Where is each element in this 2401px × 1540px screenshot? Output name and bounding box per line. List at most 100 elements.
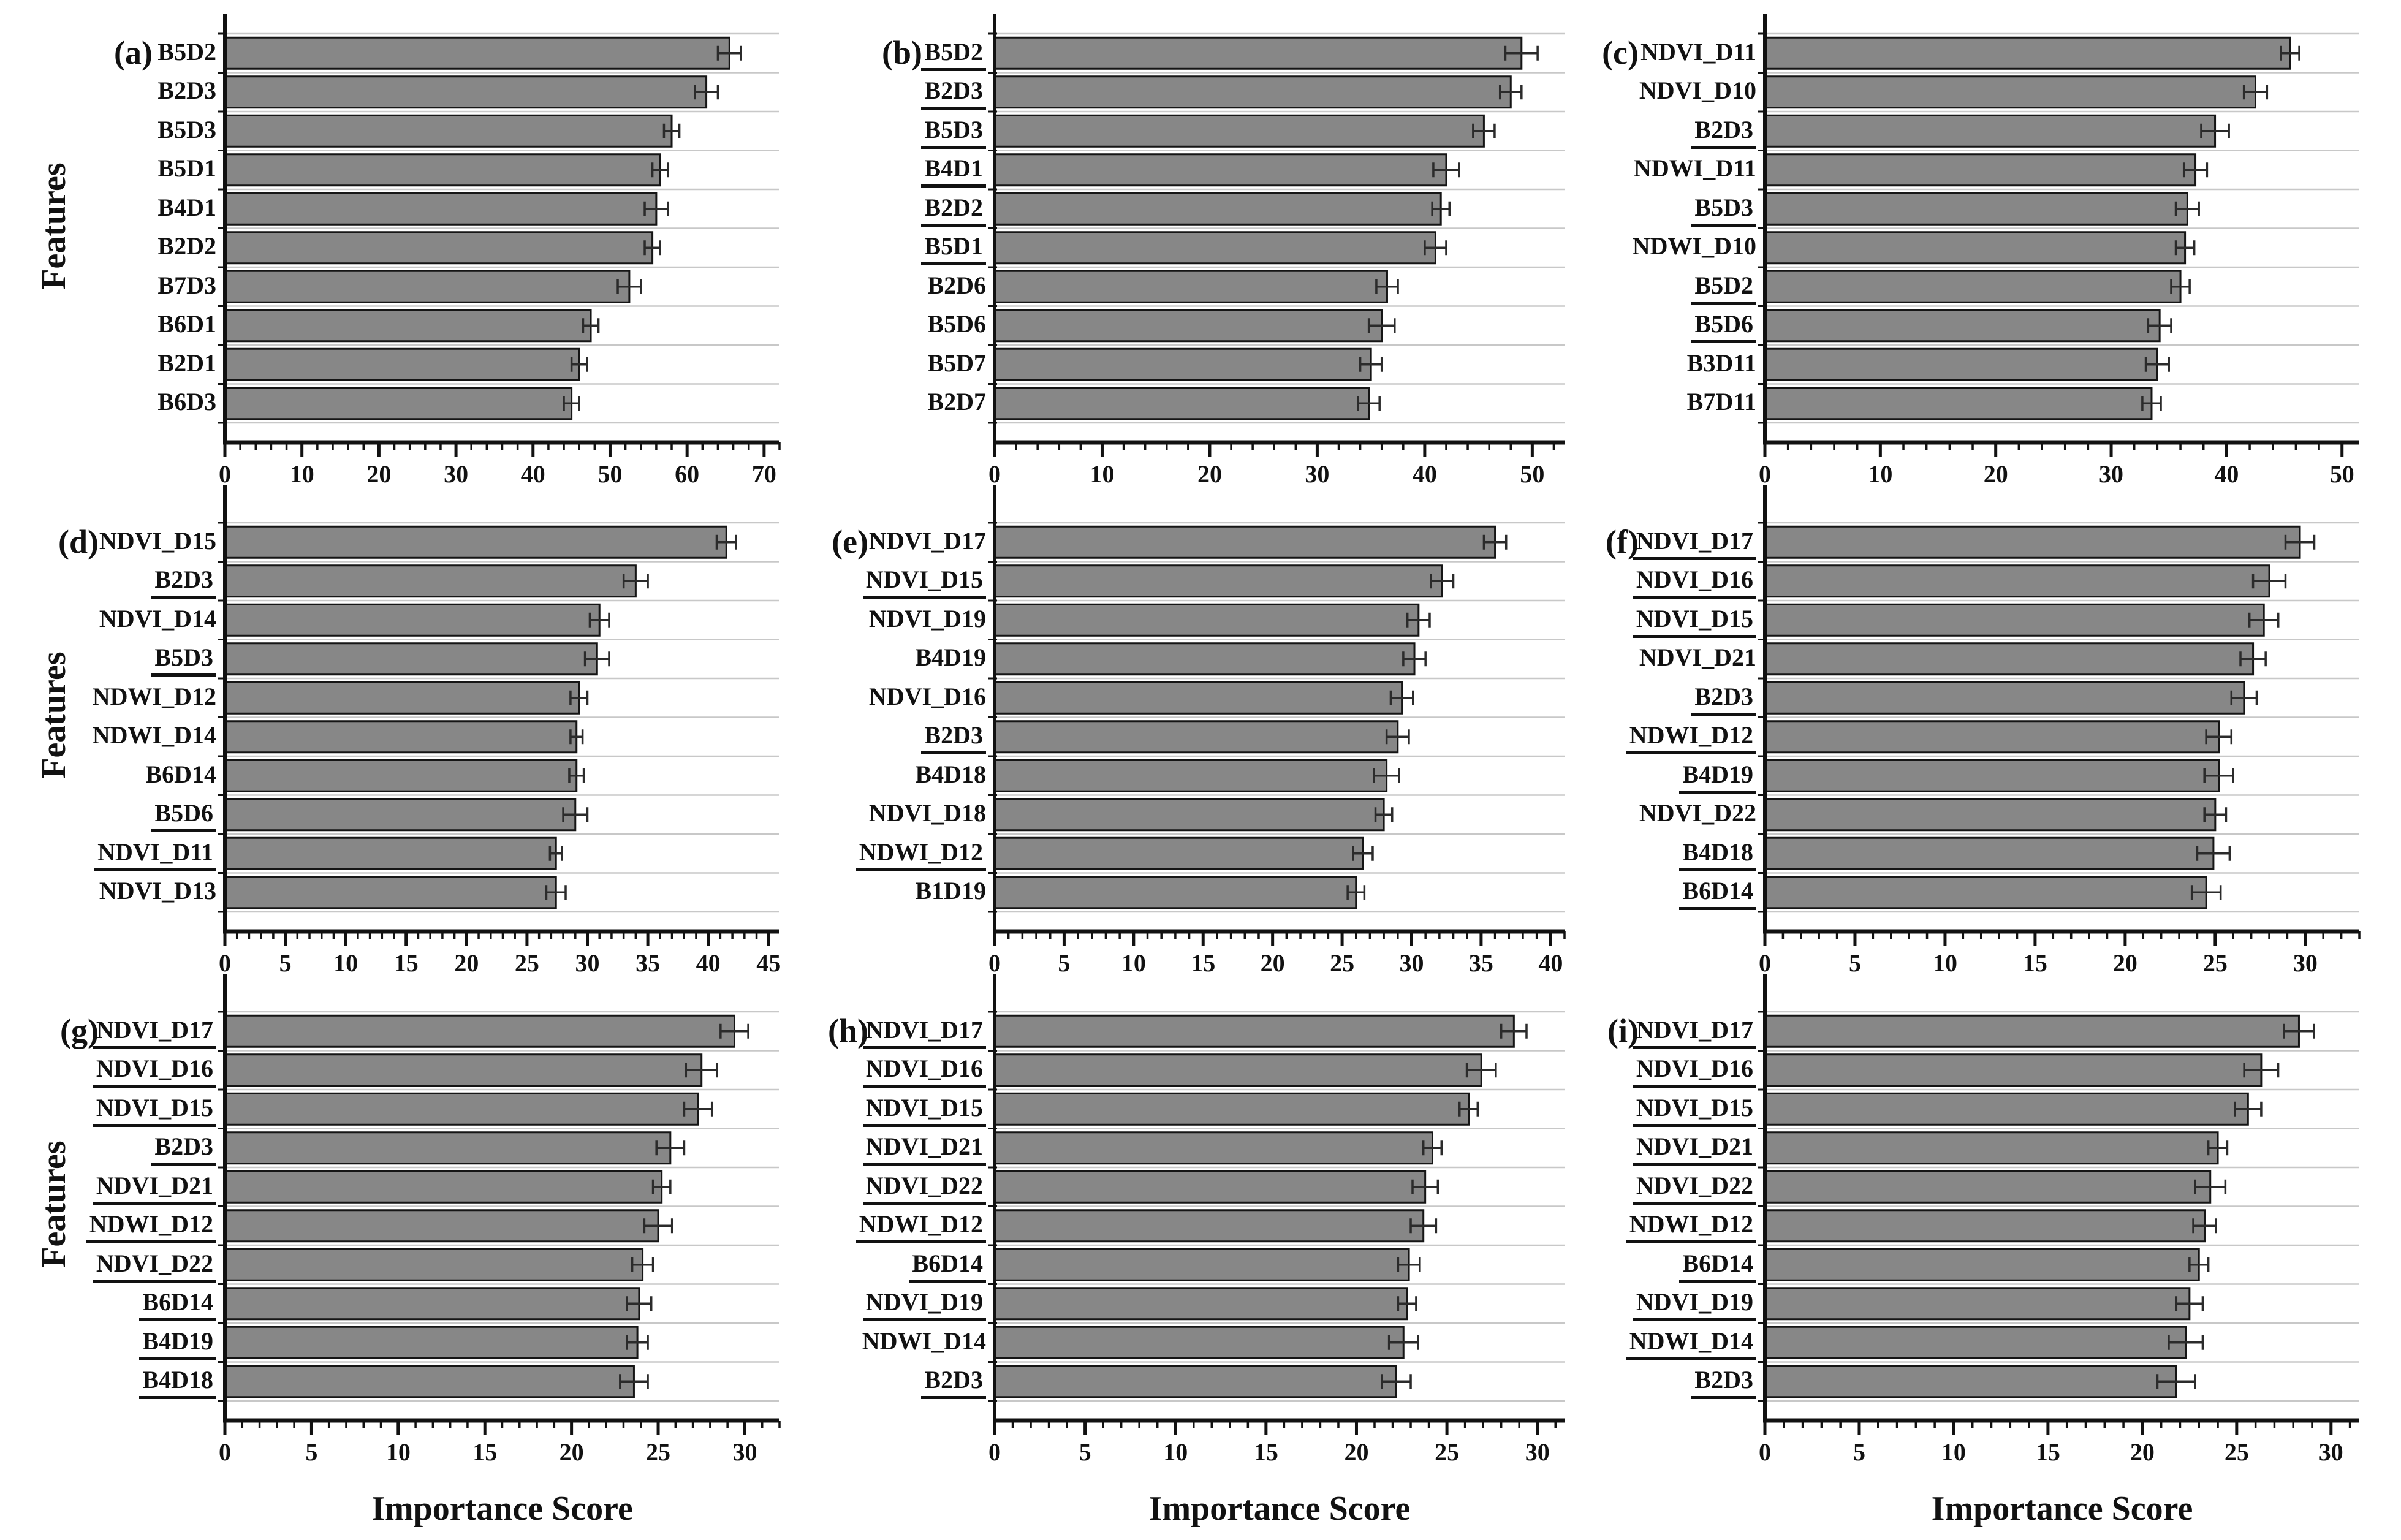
panel-b-bar-b5d1	[993, 231, 1436, 265]
panel-h-feature-label: NDVI_D22	[862, 1172, 986, 1205]
panel-c-feature-label: NDVI_D10	[1639, 77, 1756, 105]
panel-c-feature-label: NDWI_D10	[1632, 232, 1756, 260]
panel-i-bar-ndvi_d21	[1764, 1131, 2219, 1165]
panel-i-feature-label: NDVI_D19	[1633, 1288, 1756, 1322]
panel-f-bar-b2d3	[1764, 681, 2245, 715]
panel-g-feature-label: B2D3	[151, 1132, 216, 1166]
panel-d-bar-ndvi_d15	[224, 525, 727, 559]
panel-h-bar-ndvi_d15	[993, 1092, 1470, 1126]
panel-b-bar-b5d7	[993, 347, 1372, 381]
panel-g-feature-label: NDVI_D17	[93, 1016, 216, 1049]
panel-a-x-tick-label: 10	[289, 460, 314, 488]
panel-d-x-tick-label: 40	[696, 949, 721, 977]
panel-e-x-tick-label: 25	[1330, 949, 1355, 977]
panel-i-x-tick-label: 25	[2224, 1438, 2249, 1466]
panel-h-x-tick-label: 0	[988, 1438, 1001, 1466]
panel-e-bar-ndvi_d17	[993, 525, 1496, 559]
panel-i-x-tick-label: 30	[2318, 1438, 2343, 1466]
panel-a-bar-b5d3	[224, 114, 673, 148]
panel-g-letter: (g)	[60, 1012, 99, 1049]
panel-i-feature-label: NDVI_D17	[1633, 1016, 1756, 1049]
panel-i-x-tick-label: 15	[2035, 1438, 2060, 1466]
panel-a-feature-label: B5D1	[157, 154, 216, 183]
panel-b-letter: (b)	[882, 34, 922, 71]
panel-c-x-tick-label: 20	[1983, 460, 2008, 488]
panel-g-feature-label: NDVI_D16	[93, 1055, 216, 1088]
panel-g-feature-label: B4D19	[139, 1327, 216, 1360]
panel-e-bar-ndvi_d18	[993, 798, 1385, 832]
panel-f-x-tick-label: 5	[1848, 949, 1861, 977]
panel-d-letter: (d)	[58, 523, 99, 560]
panel-e-letter: (e)	[832, 523, 868, 560]
panel-h-feature-label: NDVI_D17	[862, 1016, 986, 1049]
panel-b-feature-label: B5D3	[921, 116, 986, 149]
panel-e-bar-b4d18	[993, 759, 1388, 792]
panel-b-bar-b2d2	[993, 192, 1442, 226]
panel-d-feature-label: B2D3	[151, 566, 216, 599]
panel-g-x-tick-label: 10	[385, 1438, 411, 1466]
panel-f-feature-label: NDVI_D22	[1639, 799, 1756, 827]
panel-d-x-tick-label: 0	[219, 949, 231, 977]
panel-a-feature-label: B2D3	[157, 77, 216, 105]
panel-b-feature-label: B2D2	[921, 194, 986, 227]
panel-b-feature-label: B2D3	[921, 77, 986, 110]
panel-e-bar-ndwi_d12	[993, 836, 1364, 870]
panel-d-bar-ndvi_d14	[224, 603, 601, 637]
panel-c-feature-label: NDWI_D11	[1633, 154, 1756, 183]
panel-g-bar-ndvi_d17	[224, 1014, 735, 1048]
panel-e-x-tick-label: 40	[1538, 949, 1563, 977]
panel-g-bar-ndvi_d21	[224, 1170, 663, 1204]
panel-a-bar-b6d3	[224, 387, 573, 420]
panel-i-x-tick-label: 5	[1853, 1438, 1865, 1466]
panel-i-bar-ndwi_d12	[1764, 1209, 2206, 1243]
panel-b-feature-label: B5D2	[921, 38, 986, 71]
panel-g-x-tick-label: 0	[219, 1438, 231, 1466]
panel-c-bar-b3d11	[1764, 347, 2158, 381]
panel-b-x-tick-label: 50	[1520, 460, 1545, 488]
panel-d-bar-ndvi_d11	[224, 836, 557, 870]
panel-a-letter: (a)	[114, 34, 153, 71]
x-axis-title-importance-score: Importance Score	[371, 1490, 633, 1528]
panel-h-bar-ndvi_d21	[993, 1131, 1433, 1165]
panel-e-feature-label: NDVI_D17	[868, 526, 986, 555]
panel-a-bar-b2d3	[224, 75, 708, 109]
panel-i-feature-label: NDVI_D15	[1633, 1094, 1756, 1127]
panel-g-feature-label: NDVI_D15	[93, 1094, 216, 1127]
panel-e-feature-label: NDVI_D16	[868, 682, 986, 710]
panel-a-bar-b6d1	[224, 309, 592, 343]
panel-g-bar-b2d3	[224, 1131, 672, 1165]
y-axis-title-features: Features	[35, 162, 73, 290]
panel-a-x-tick-label: 30	[444, 460, 469, 488]
panel-b-bar-b5d3	[993, 114, 1485, 148]
panel-d-x-tick-label: 5	[279, 949, 292, 977]
panel-g-bar-b6d14	[224, 1287, 640, 1321]
panel-c-x-tick-label: 40	[2214, 460, 2239, 488]
panel-c-bar-b5d6	[1764, 309, 2161, 343]
panel-h-feature-label: NDWI_D14	[862, 1327, 986, 1355]
panel-a-feature-label: B2D2	[157, 232, 216, 260]
panel-i-feature-label: B6D14	[1679, 1250, 1756, 1283]
y-axis-title-features: Features	[35, 1140, 73, 1268]
panel-d-x-tick-label: 10	[333, 949, 358, 977]
panel-c-bar-b5d2	[1764, 270, 2182, 303]
panel-h-feature-label: NDWI_D12	[855, 1210, 986, 1244]
panel-h-bar-ndvi_d19	[993, 1287, 1408, 1321]
panel-b-bar-b2d3	[993, 75, 1512, 109]
panel-h-bar-b2d3	[993, 1365, 1397, 1398]
panel-b-x-tick-label: 20	[1197, 460, 1222, 488]
panel-g-feature-label: NDWI_D12	[86, 1210, 216, 1244]
panel-a-feature-label: B4D1	[157, 193, 216, 221]
panel-e-x-tick-label: 10	[1121, 949, 1146, 977]
panel-e-feature-label: B4D18	[915, 760, 986, 788]
panel-c-letter: (c)	[1602, 34, 1639, 71]
panel-a-bar-b2d1	[224, 347, 580, 381]
panel-b-feature-label: B2D7	[927, 388, 986, 416]
panel-b-bar-b2d6	[993, 270, 1388, 303]
panel-a-feature-label: B5D3	[157, 115, 216, 143]
panel-d-x-tick-label: 25	[514, 949, 539, 977]
panel-d-feature-label: B5D6	[151, 799, 216, 833]
panel-d-x-tick-label: 30	[575, 949, 600, 977]
panel-d-feature-label: NDVI_D11	[94, 838, 216, 871]
panel-h-x-tick-label: 20	[1344, 1438, 1369, 1466]
